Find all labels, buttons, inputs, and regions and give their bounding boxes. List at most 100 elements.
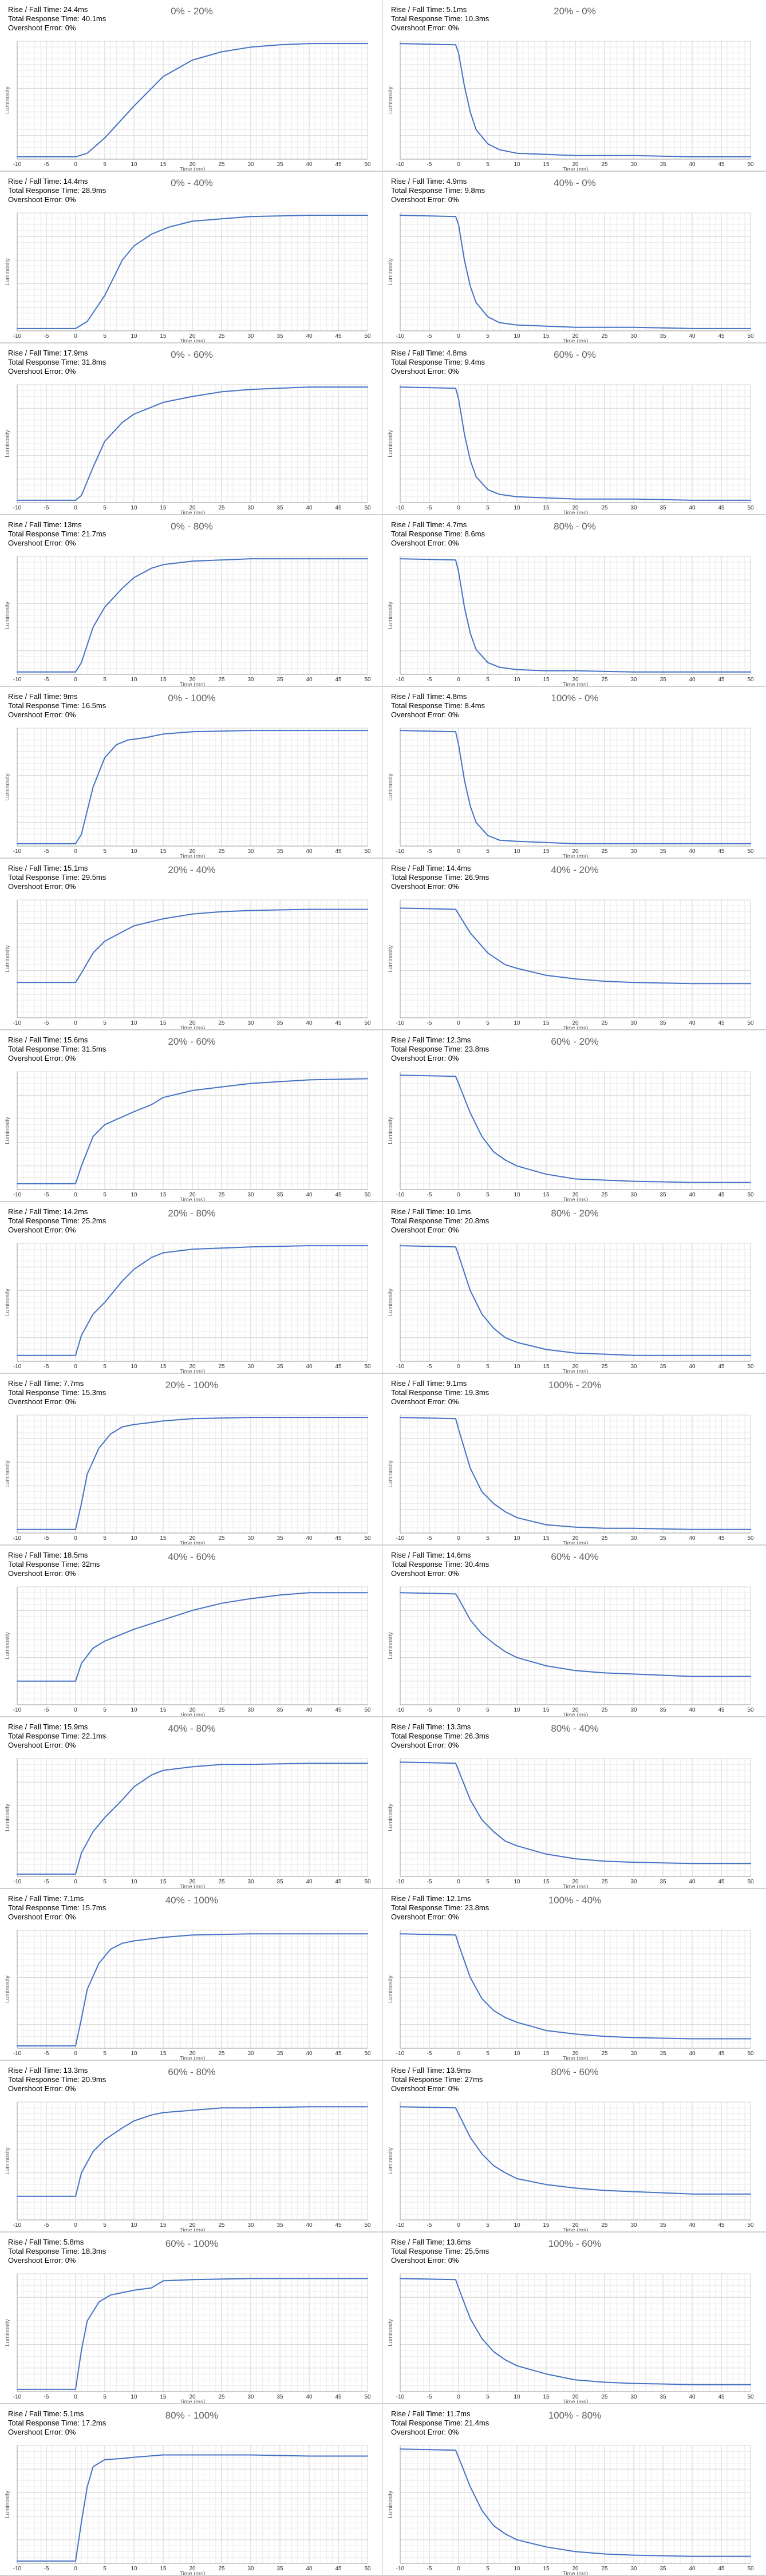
overshoot-error: Overshoot Error: 0%: [8, 1913, 76, 1921]
overshoot-error: Overshoot Error: 0%: [391, 2084, 459, 2093]
chart-title: 100% - 60%: [548, 2238, 602, 2249]
rise-fall-time: Rise / Fall Time: 4.8ms: [391, 692, 467, 701]
chart-title: 80% - 100%: [165, 2410, 219, 2421]
x-tick-label: 30: [630, 2394, 637, 2400]
total-response-time: Total Response Time: 23.8ms: [391, 1903, 489, 1912]
x-tick-label: 35: [660, 677, 666, 683]
x-tick-label: 15: [160, 1020, 167, 1026]
panel-divider: [0, 1544, 382, 1546]
x-tick-label: -5: [427, 1192, 432, 1198]
x-tick-label: 35: [277, 1020, 283, 1026]
total-response-time: Total Response Time: 8.4ms: [391, 701, 485, 710]
x-tick-label: 45: [718, 2222, 725, 2229]
x-tick-label: 5: [486, 1364, 489, 1370]
x-tick-label: 5: [103, 1192, 106, 1198]
x-tick-label: 25: [218, 2566, 225, 2572]
x-tick-label: 20: [572, 505, 579, 511]
chart-plot: -10 -5 0 5 10 15 20 25 30 35 40 45 50 Time (ms) Lumino…: [388, 1586, 754, 1717]
overshoot-error: Overshoot Error: 0%: [391, 1741, 459, 1749]
x-tick-label: 5: [486, 848, 489, 855]
x-tick-label: 5: [103, 1020, 106, 1026]
x-tick-label: 15: [543, 1364, 550, 1370]
x-tick-label: 45: [335, 1707, 342, 1713]
y-axis-label: Luminosity: [5, 1460, 11, 1488]
x-tick-label: 20: [572, 161, 579, 168]
x-tick-label: -5: [427, 2566, 432, 2572]
x-tick-label: 10: [514, 161, 520, 168]
chart-plot: -10 -5 0 5 10 15 20 25 30 35 40 45 50 Time (ms) Lumino…: [5, 1930, 371, 2061]
x-tick-label: 5: [486, 1020, 489, 1026]
x-tick-label: 5: [486, 1707, 489, 1713]
y-axis-label: Luminosity: [388, 1460, 394, 1488]
x-tick-label: 45: [718, 1192, 725, 1198]
x-tick-label: 35: [660, 2566, 666, 2572]
rise-fall-time: Rise / Fall Time: 14.6ms: [391, 1551, 471, 1559]
x-tick-label: 50: [747, 677, 754, 683]
response-chart-panel: Rise / Fall Time: 12.3ms Total Response T…: [383, 1030, 766, 1202]
luminosity-series-line: [400, 1074, 751, 1183]
x-tick-label: 15: [160, 2050, 167, 2057]
x-tick-label: 50: [747, 2222, 754, 2229]
chart-stats: Rise / Fall Time: 5.8ms Total Response Ti…: [8, 2238, 106, 2265]
x-tick-label: -10: [13, 2050, 22, 2057]
x-tick-label: 40: [306, 677, 313, 683]
x-axis-label: Time (ms): [180, 167, 206, 172]
luminosity-series-line: [400, 558, 751, 673]
x-tick-label: 10: [514, 1707, 520, 1713]
x-tick-label: 35: [277, 1364, 283, 1370]
x-tick-label: 15: [543, 161, 550, 168]
x-tick-label: 0: [457, 677, 460, 683]
total-response-time: Total Response Time: 20.8ms: [391, 1216, 489, 1225]
chart-plot: -10 -5 0 5 10 15 20 25 30 35 40 45 50 Time (ms) Lumino…: [5, 556, 371, 687]
x-tick-label: 40: [306, 505, 313, 511]
chart-plot: -10 -5 0 5 10 15 20 25 30 35 40 45 50 Time (ms) Lumino…: [388, 2101, 754, 2233]
x-tick-label: 35: [277, 848, 283, 855]
chart-title: 0% - 20%: [171, 6, 213, 17]
x-tick-label: -10: [13, 1535, 22, 1542]
chart-stats: Rise / Fall Time: 13.3ms Total Response T…: [391, 1722, 489, 1750]
x-tick-label: 25: [218, 1707, 225, 1713]
x-tick-label: 10: [514, 1192, 520, 1198]
x-tick-label: 45: [718, 1535, 725, 1542]
x-tick-label: 10: [514, 2394, 520, 2400]
x-tick-label: 30: [247, 1707, 254, 1713]
panel-divider: [0, 1716, 382, 1717]
x-tick-label: -5: [44, 1192, 49, 1198]
total-response-time: Total Response Time: 31.8ms: [8, 358, 106, 366]
y-axis-label: Luminosity: [388, 773, 394, 801]
x-tick-label: 15: [160, 505, 167, 511]
x-tick-label: 50: [364, 1364, 371, 1370]
chart-plot: -10 -5 0 5 10 15 20 25 30 35 40 45 50 Time (ms) Lumino…: [5, 2445, 371, 2576]
y-axis-label: Luminosity: [388, 1976, 394, 2003]
x-tick-label: 30: [247, 2222, 254, 2229]
chart-stats: Rise / Fall Time: 12.3ms Total Response T…: [391, 1036, 489, 1063]
total-response-time: Total Response Time: 26.9ms: [391, 873, 489, 882]
x-tick-label: 35: [277, 1707, 283, 1713]
y-axis-label: Luminosity: [388, 945, 394, 973]
x-tick-label: 0: [74, 505, 77, 511]
panel-divider: [0, 2060, 382, 2061]
x-tick-label: -5: [427, 848, 432, 855]
response-chart-panel: Rise / Fall Time: 4.7ms Total Response Ti…: [383, 515, 766, 687]
panel-divider: [0, 2403, 382, 2404]
x-axis-label: Time (ms): [180, 1884, 206, 1889]
x-tick-label: 0: [74, 1192, 77, 1198]
x-tick-label: 20: [189, 677, 196, 683]
panel-divider: [0, 2231, 382, 2233]
x-tick-label: 30: [630, 1707, 637, 1713]
x-tick-label: -5: [44, 2050, 49, 2057]
response-chart-panel: Rise / Fall Time: 10.1ms Total Response T…: [383, 1202, 766, 1374]
x-tick-label: 20: [572, 2566, 579, 2572]
panel-divider: [383, 514, 766, 515]
x-tick-label: 30: [247, 1364, 254, 1370]
chart-title: 60% - 80%: [168, 2067, 216, 2077]
chart-stats: Rise / Fall Time: 15.1ms Total Response T…: [8, 864, 106, 891]
x-tick-label: -5: [427, 1364, 432, 1370]
x-tick-label: 10: [131, 848, 137, 855]
response-chart-panel: Rise / Fall Time: 14.6ms Total Response T…: [383, 1546, 766, 1717]
x-tick-label: 35: [277, 333, 283, 339]
x-tick-label: 40: [689, 2394, 696, 2400]
x-tick-label: -10: [13, 1707, 22, 1713]
x-tick-label: -5: [427, 1707, 432, 1713]
x-tick-label: -10: [396, 1020, 405, 1026]
